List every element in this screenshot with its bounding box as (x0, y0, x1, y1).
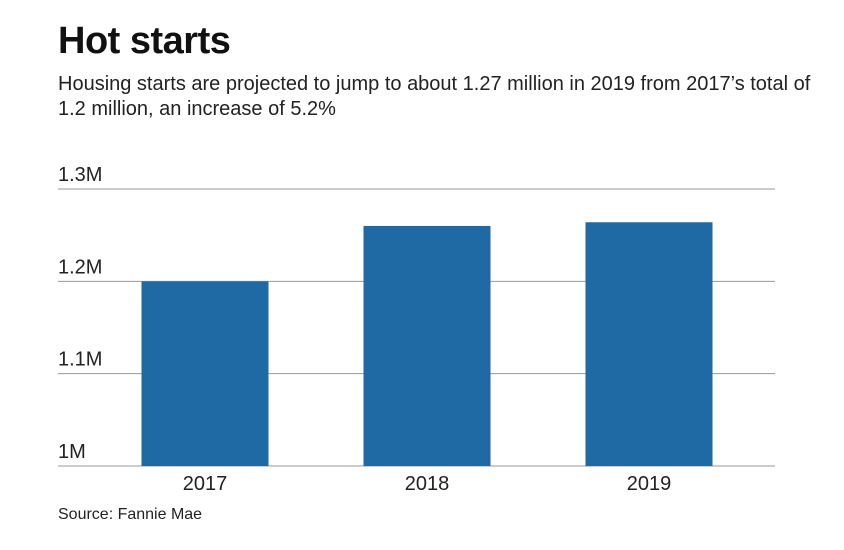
source-note: Source: Fannie Mae (58, 506, 203, 523)
x-tick-label: 2018 (405, 473, 450, 495)
y-tick-label: 1M (58, 441, 86, 463)
y-tick-label: 1.2M (58, 256, 102, 278)
bar-2019 (585, 222, 713, 466)
x-tick-label: 2017 (183, 473, 228, 495)
bar-2017 (141, 281, 269, 466)
y-tick-label: 1.3M (58, 164, 102, 186)
bar-2018 (363, 225, 491, 466)
y-tick-label: 1.1M (58, 349, 102, 371)
x-tick-label: 2019 (627, 473, 672, 495)
chart-subtitle: Housing starts are projected to jump to … (58, 73, 811, 120)
chart-title: Hot starts (58, 20, 231, 62)
